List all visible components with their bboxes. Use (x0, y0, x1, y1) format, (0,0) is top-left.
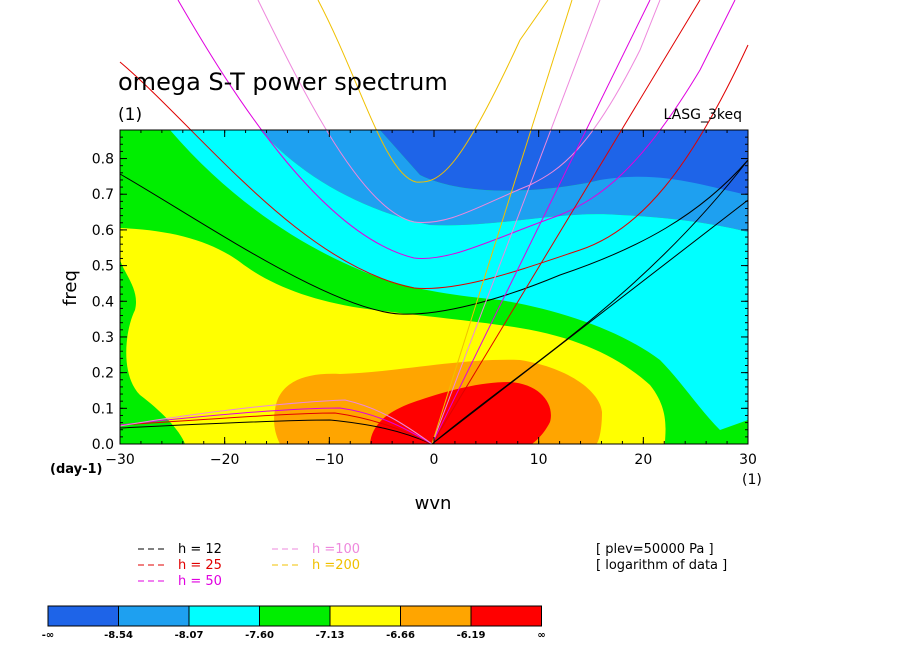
contour-fill (120, 130, 748, 444)
colorbar-label: -6.66 (386, 630, 415, 641)
legend-label: h =200 (312, 558, 360, 573)
y-unit-label: (day-1) (50, 462, 102, 477)
y-tick-label: 0.0 (92, 437, 114, 453)
x-tick-label: 0 (430, 452, 439, 468)
note-log: [ logarithm of data ] (596, 558, 727, 573)
colorbar-label: -7.60 (245, 630, 274, 641)
kelvin-h200 (431, 0, 573, 444)
curve-h50 (177, 0, 736, 259)
x-tick-label: −10 (315, 452, 345, 468)
dispersion-curves (119, 0, 749, 444)
chart-title: omega S-T power spectrum (118, 68, 448, 96)
y-axis-label: freq (60, 270, 81, 306)
y-tick-label: 0.3 (92, 330, 114, 346)
rossby-h50 (119, 407, 433, 444)
colorbar-label: -6.19 (457, 630, 486, 641)
colorbar-label: -∞ (42, 630, 54, 641)
colorbar-swatch (118, 605, 190, 627)
colorbar-swatch (188, 605, 260, 627)
legend-label: h = 50 (178, 574, 222, 589)
band-1 (380, 130, 748, 225)
kelvin-h100 (431, 0, 601, 444)
colorbar-swatch (47, 605, 119, 627)
curve-h12 (119, 159, 749, 315)
x-unit-label: (1) (742, 472, 762, 488)
colorbar-label: -7.13 (316, 630, 345, 641)
y-tick-label: 0.8 (92, 152, 114, 168)
kelvin-h12 (431, 199, 749, 444)
colorbar: -∞ -8.54 -8.07 -7.60 -7.13 -6.66 -6.19 ∞ (42, 605, 546, 641)
y-tick-label: 0.1 (92, 401, 114, 417)
y-tick-label: 0.4 (92, 294, 114, 310)
band-2 (260, 130, 748, 232)
legend-label: h = 25 (178, 558, 222, 573)
x-axis-label: wvn (415, 493, 452, 514)
y-tick-label: 0.2 (92, 366, 114, 382)
x-axis: −30 −20 −10 0 10 20 30 (105, 130, 757, 468)
curve-h100 (257, 0, 661, 223)
kelvin-h25 (431, 0, 701, 444)
colorbar-swatch (329, 605, 401, 627)
y-axis: 0.0 0.1 0.2 0.3 0.4 0.5 0.6 0.7 0.8 (92, 136, 748, 453)
colorbar-label: ∞ (537, 630, 545, 641)
y-tick-label: 0.5 (92, 259, 114, 275)
chart-subtitle: (1) (118, 105, 142, 125)
band-6 (370, 382, 551, 444)
colorbar-label: -8.54 (104, 630, 133, 641)
rossby-h12 (119, 419, 433, 444)
y-tick-label: 0.7 (92, 187, 114, 203)
x-tick-label: −20 (210, 452, 240, 468)
legend-label: h =100 (312, 542, 360, 557)
colorbar-label: -8.07 (175, 630, 204, 641)
colorbar-swatch (259, 605, 331, 627)
note-plev: [ plev=50000 Pa ] (596, 542, 714, 557)
x-tick-label: 30 (739, 452, 757, 468)
model-label: LASG_3keq (664, 107, 742, 123)
x-tick-label: 10 (530, 452, 548, 468)
x-tick-label: 20 (634, 452, 652, 468)
colorbar-swatch (400, 605, 472, 627)
ig-h12 (431, 159, 749, 444)
rossby-h25 (119, 412, 433, 444)
x-tick-label: −30 (105, 452, 135, 468)
band-2-lower (170, 130, 748, 430)
legend-label: h = 12 (178, 542, 222, 557)
curve-h200 (317, 0, 549, 183)
kelvin-h50 (431, 0, 651, 444)
curve-h25 (119, 44, 749, 289)
colorbar-swatch (470, 605, 542, 627)
rossby-h100 (119, 399, 433, 444)
y-tick-label: 0.6 (92, 223, 114, 239)
